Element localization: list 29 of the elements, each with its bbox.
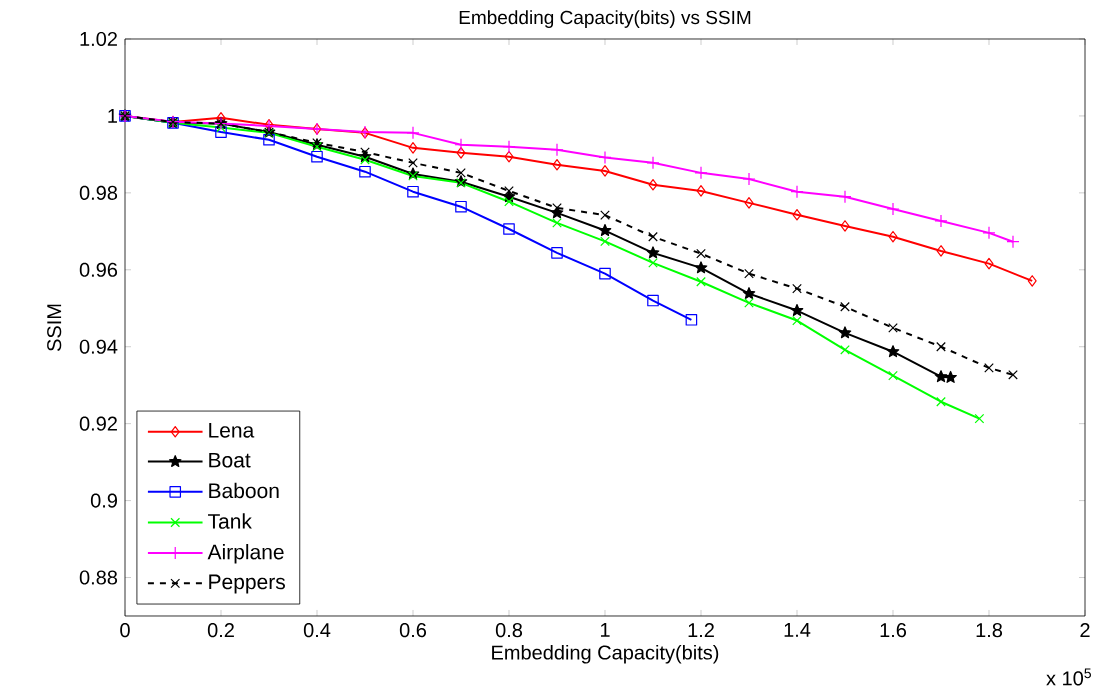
x-tick-label: 0: [120, 623, 130, 638]
legend-label: Peppers: [209, 574, 285, 594]
y-axis-title: SSIM: [47, 304, 62, 352]
y-tick-label: 0.92: [79, 416, 117, 431]
x-tick-label: 1.8: [976, 623, 1003, 638]
y-tick-label: 0.9: [90, 493, 118, 508]
x-tick-label: 1.6: [880, 623, 907, 638]
x-tick-label: 0.6: [399, 623, 427, 638]
y-tick-label: 0.94: [79, 339, 118, 354]
x-tick-label: 0.2: [207, 623, 234, 638]
text: x 10$^{5}$: [1046, 668, 1091, 686]
x-tick-label: 0.8: [495, 623, 523, 638]
x-tick-label: 1.4: [784, 623, 811, 637]
x-tick-label: 1: [600, 623, 610, 637]
chart-title: Embedding Capacity(bits) vs SSIM: [459, 10, 751, 28]
legend-label: Baboon: [209, 482, 279, 499]
x-tick-label: 0.4: [303, 623, 331, 638]
legend-label: Boat: [209, 452, 251, 468]
y-tick-label: 0.96: [79, 262, 118, 277]
legend-label: Tank: [208, 513, 252, 529]
x-tick-label: 1.2: [688, 623, 714, 638]
y-tick-label: 0.98: [79, 185, 118, 200]
legend-label: Airplane: [207, 543, 284, 564]
x-axis-title: Embedding Capacity(bits): [492, 644, 719, 664]
y-tick-label: 1: [108, 109, 117, 123]
y-tick-label: 0.88: [79, 570, 118, 585]
legend-label: Lena: [209, 423, 255, 438]
y-tick-label: 1.02: [80, 31, 117, 47]
x-tick-label: 2: [1080, 623, 1090, 638]
